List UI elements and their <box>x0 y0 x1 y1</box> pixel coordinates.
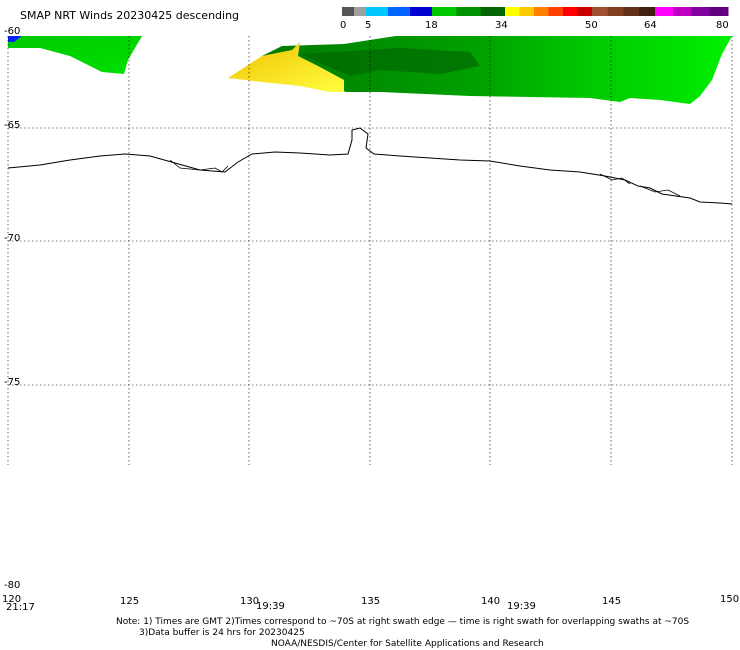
lat-label: -60 <box>4 26 21 37</box>
colorbar-segment <box>366 7 389 16</box>
swath-dark-core <box>300 48 480 76</box>
colorbar-tick-label: 0 <box>340 20 347 31</box>
colorbar-segment <box>577 7 593 16</box>
colorbar-segment <box>709 7 729 16</box>
lat-label: -75 <box>4 377 21 388</box>
colorbar-segment <box>505 7 520 16</box>
footer-note-line1: Note: 1) Times are GMT 2)Times correspon… <box>116 617 690 627</box>
colorbar-segment <box>673 7 692 16</box>
colorbar-segment <box>691 7 711 16</box>
colorbar-segment <box>607 7 624 16</box>
colorbar-segment <box>592 7 609 16</box>
lat-label: -65 <box>4 120 21 131</box>
colorbar-segment <box>388 7 411 16</box>
swath-left <box>8 36 142 74</box>
swath-yellow <box>228 42 344 92</box>
footer-note-line2: 3)Data buffer is 24 hrs for 20230425 <box>139 628 305 638</box>
lon-label: 145 <box>602 596 622 607</box>
colorbar-segment <box>342 7 355 16</box>
swath-blue-patch <box>8 36 22 42</box>
lat-label: -70 <box>4 233 21 244</box>
lon-label: 125 <box>120 596 140 607</box>
map-title: SMAP NRT Winds 20230425 descending <box>20 9 240 22</box>
coastline <box>7 127 733 205</box>
lon-label: 120 <box>2 594 22 605</box>
colorbar-segment <box>432 7 457 16</box>
coastline-detail <box>169 159 681 197</box>
colorbar-segment <box>354 7 367 16</box>
colorbar-tick-label: 50 <box>585 20 598 31</box>
time-label: 19:39 <box>256 601 285 612</box>
colorbar-segment <box>639 7 656 16</box>
colorbar-tick-label: 64 <box>644 20 657 31</box>
time-label: 21:17 <box>6 602 35 613</box>
colorbar-segment <box>534 7 549 16</box>
time-label: 19:39 <box>507 601 536 612</box>
colorbar-segment <box>655 7 674 16</box>
wind-swaths <box>8 36 732 104</box>
colorbar-tick-label: 80 <box>716 20 729 31</box>
colorbar-segment <box>519 7 535 16</box>
colorbar-segment <box>563 7 578 16</box>
lat-label: -80 <box>4 580 21 591</box>
footer-credit: NOAA/NESDIS/Center for Satellite Applica… <box>271 639 544 649</box>
colorbar-segment <box>456 7 482 16</box>
colorbar-segment <box>548 7 564 16</box>
colorbar-segment <box>480 7 506 16</box>
colorbar-segment <box>623 7 640 16</box>
lon-label: 150 <box>720 594 740 605</box>
lon-label: 135 <box>361 596 381 607</box>
colorbar <box>342 7 729 16</box>
swath-main <box>262 36 732 104</box>
colorbar-segment <box>410 7 433 16</box>
lon-label: 130 <box>240 596 260 607</box>
grid-lines <box>8 36 732 465</box>
colorbar-tick-label: 5 <box>365 20 372 31</box>
colorbar-tick-label: 34 <box>495 20 508 31</box>
lon-label: 140 <box>481 596 501 607</box>
colorbar-tick-label: 18 <box>425 20 438 31</box>
